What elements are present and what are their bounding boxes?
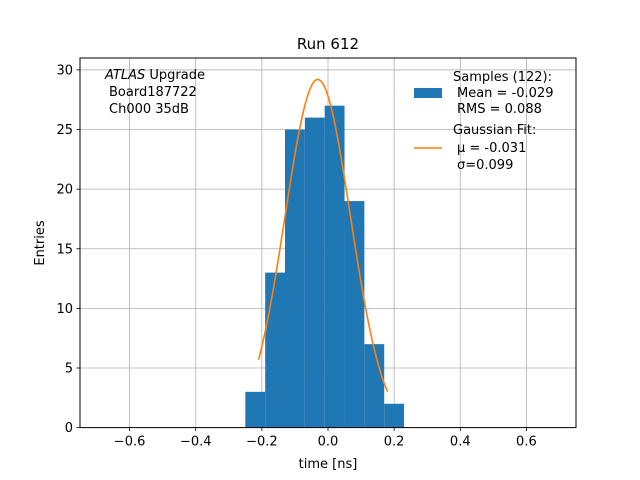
x-tick-label: 0.6 (516, 435, 537, 450)
legend-fit-title: Gaussian Fit: (453, 123, 536, 138)
experiment-suffix: Upgrade (145, 68, 205, 83)
histogram-bar (384, 403, 405, 428)
axis-ticks: −0.6 −0.4 −0.2 0.0 0.2 0.4 0.6 0 5 10 15 20 25 30 (56, 63, 536, 449)
y-tick-label: 25 (56, 123, 73, 138)
x-tick-label: 0.0 (318, 435, 339, 450)
histogram-bar (344, 201, 365, 428)
legend-samples-title: Samples (122): (453, 70, 552, 85)
legend-swatch-samples (414, 88, 442, 98)
y-axis-label: Entries (33, 220, 48, 266)
experiment-name: ATLAS (104, 68, 145, 83)
annotation-box: ATLAS Upgrade Board187722 Ch000 35dB (104, 68, 205, 117)
y-tick-label: 10 (56, 302, 73, 317)
histogram-bars (245, 105, 405, 428)
legend-fit-sigma: σ=0.099 (457, 158, 513, 173)
histogram-bar (265, 272, 286, 428)
histogram-bar (245, 391, 266, 428)
x-tick-label: −0.2 (246, 435, 278, 450)
x-tick-label: 0.4 (450, 435, 471, 450)
legend-samples-rms: RMS = 0.088 (457, 102, 542, 117)
chart-title: Run 612 (297, 35, 359, 53)
gaussian-fit (257, 78, 389, 392)
y-tick-label: 15 (56, 242, 73, 257)
histogram-bar (364, 344, 385, 428)
legend-fit-mu: μ = -0.031 (457, 141, 526, 156)
x-tick-label: 0.2 (384, 435, 405, 450)
y-tick-label: 20 (56, 183, 73, 198)
x-tick-label: −0.6 (114, 435, 146, 450)
x-tick-label: −0.4 (180, 435, 212, 450)
histogram-bar (304, 117, 325, 428)
y-tick-label: 5 (65, 361, 73, 376)
annotation-board: Board187722 (109, 85, 197, 100)
legend-samples-mean: Mean = -0.029 (457, 86, 553, 101)
histogram-bar (324, 105, 345, 428)
y-tick-label: 30 (56, 63, 73, 78)
legend: Samples (122): Mean = -0.029 RMS = 0.088… (414, 70, 553, 173)
x-axis-label: time [ns] (299, 457, 358, 472)
y-tick-label: 0 (65, 421, 73, 436)
annotation-experiment: ATLAS Upgrade (104, 68, 205, 83)
annotation-channel: Ch000 35dB (109, 102, 189, 117)
histogram-bar (285, 129, 305, 428)
gaussian-fit-line (257, 78, 389, 392)
